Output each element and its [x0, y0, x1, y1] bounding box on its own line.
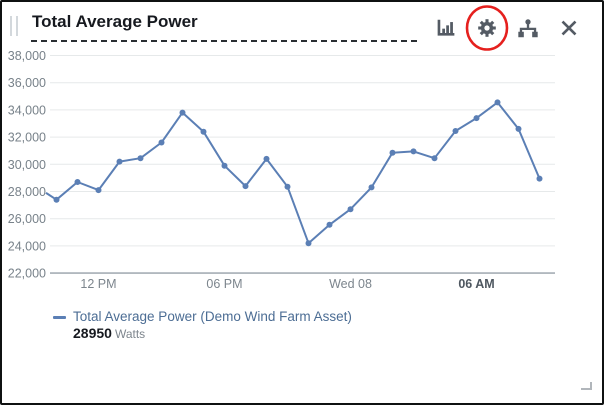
widget-header: Total Average Power: [2, 2, 602, 51]
widget-title: Total Average Power: [32, 12, 198, 31]
svg-text:06 AM: 06 AM: [458, 277, 494, 291]
legend-latest-value: 28950 Watts: [73, 325, 352, 343]
legend-value-unit: Watts: [114, 327, 146, 341]
svg-text:30,000: 30,000: [8, 158, 46, 172]
toolbar: [433, 5, 582, 51]
chart-legend: Total Average Power (Demo Wind Farm Asse…: [53, 309, 352, 343]
settings-button[interactable]: [474, 15, 500, 41]
gear-icon: [476, 17, 498, 39]
svg-text:24,000: 24,000: [8, 239, 46, 253]
resize-handle[interactable]: [581, 382, 592, 390]
svg-text:34,000: 34,000: [8, 103, 46, 117]
close-icon: [558, 17, 580, 39]
asset-hierarchy-button[interactable]: [515, 15, 541, 41]
bar-chart-icon: [435, 17, 457, 39]
title-edit-underline: [31, 40, 417, 42]
svg-text:26,000: 26,000: [8, 212, 46, 226]
visualization-type-button[interactable]: [433, 15, 459, 41]
legend-value-number: 28950: [73, 325, 112, 341]
drag-handle[interactable]: [10, 16, 18, 36]
svg-text:36,000: 36,000: [8, 76, 46, 90]
close-button[interactable]: [556, 15, 582, 41]
svg-text:Wed 08: Wed 08: [329, 277, 372, 291]
svg-text:28,000: 28,000: [8, 185, 46, 199]
hierarchy-icon: [517, 17, 539, 39]
legend-line-marker: [53, 316, 66, 319]
svg-text:06 PM: 06 PM: [206, 277, 242, 291]
svg-text:32,000: 32,000: [8, 131, 46, 145]
svg-text:12 PM: 12 PM: [80, 277, 116, 291]
line-chart[interactable]: 38,000 36,000 34,000 32,000 30,000 28,000 26,0…: [2, 50, 604, 302]
svg-text:22,000: 22,000: [8, 267, 46, 281]
legend-series-name: Total Average Power (Demo Wind Farm Asse…: [73, 309, 352, 324]
svg-text:38,000: 38,000: [8, 50, 46, 63]
